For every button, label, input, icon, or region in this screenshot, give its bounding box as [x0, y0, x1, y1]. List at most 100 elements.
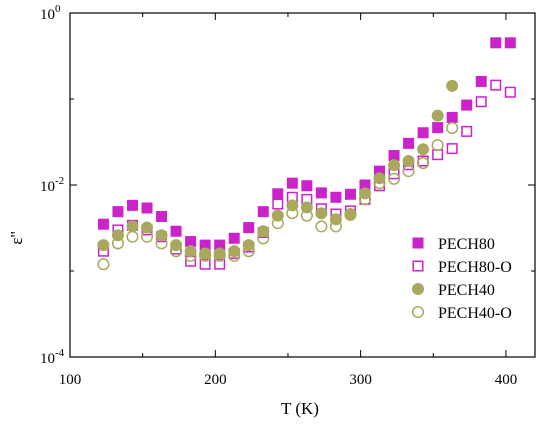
data-point: [402, 155, 415, 168]
data-points: [97, 37, 516, 271]
data-point: [461, 125, 473, 137]
data-point: [315, 187, 327, 199]
data-point: [344, 208, 357, 221]
data-point: [141, 221, 154, 234]
series-pech80: [97, 37, 516, 251]
data-point: [111, 237, 125, 250]
data-point: [272, 188, 284, 200]
data-point: [242, 245, 255, 258]
x-tick-label: 300: [349, 372, 372, 388]
y-tick-label: 10-2: [40, 175, 64, 195]
legend-marker: [412, 260, 424, 272]
data-point: [126, 199, 138, 211]
data-point: [286, 177, 298, 189]
data-point: [504, 37, 516, 49]
data-point: [504, 86, 516, 98]
data-point: [271, 217, 284, 230]
data-point: [185, 236, 197, 248]
data-point: [475, 96, 487, 108]
data-point: [387, 172, 401, 185]
data-point: [403, 137, 415, 149]
data-point: [388, 150, 400, 162]
data-point: [301, 180, 313, 192]
data-point: [329, 220, 342, 233]
data-point: [242, 239, 255, 252]
data-point: [170, 239, 183, 252]
data-point: [199, 239, 211, 251]
data-point: [431, 109, 444, 122]
data-point: [330, 191, 342, 203]
x-tick-label: 100: [59, 372, 82, 388]
data-point: [170, 225, 182, 237]
legend-label: PECH80-O: [438, 259, 512, 276]
data-point: [199, 249, 212, 262]
data-point: [374, 165, 386, 177]
legend-label: PECH40: [438, 282, 495, 299]
data-point: [97, 218, 109, 230]
data-point: [228, 232, 240, 244]
data-point: [214, 239, 226, 251]
data-point: [373, 177, 386, 190]
data-point: [126, 220, 139, 233]
data-point: [432, 122, 444, 134]
data-point: [199, 247, 212, 260]
legend-marker: [412, 283, 424, 295]
data-point: [286, 207, 299, 220]
legend-label: PECH40-O: [438, 305, 512, 322]
data-point: [446, 143, 458, 155]
data-point: [97, 239, 110, 252]
y-axis-title: ε'': [7, 231, 26, 244]
data-point: [417, 156, 430, 170]
data-point: [359, 179, 371, 191]
data-point: [156, 211, 168, 223]
data-point: [243, 222, 255, 234]
x-tick-label: 200: [204, 372, 227, 388]
y-tick-label: 100: [40, 3, 61, 23]
data-point: [417, 127, 429, 139]
data-point: [388, 159, 401, 172]
legend-marker: [412, 237, 424, 249]
series-pech40-o: [97, 121, 459, 271]
data-point: [315, 220, 328, 233]
legend-marker: [411, 305, 425, 319]
data-point: [490, 79, 502, 91]
data-point: [112, 206, 124, 218]
data-point: [228, 249, 241, 262]
y-tick-labels: 10-4 10-2 100: [40, 3, 65, 367]
data-point: [446, 79, 459, 92]
x-tick-label: 400: [495, 372, 518, 388]
x-axis-title: T (K): [281, 399, 319, 418]
data-point: [315, 207, 328, 220]
data-point: [257, 206, 269, 218]
data-point: [475, 75, 487, 87]
data-point: [446, 121, 459, 135]
y-tick-label: 10-4: [40, 347, 65, 367]
data-point: [272, 198, 284, 210]
data-point: [461, 99, 473, 111]
data-point: [446, 111, 458, 123]
data-point: [155, 237, 168, 250]
data-point: [402, 165, 415, 178]
data-point: [300, 209, 313, 222]
data-point: [213, 249, 226, 262]
data-point: [140, 230, 154, 243]
data-point: [126, 230, 139, 243]
data-point: [431, 139, 444, 152]
data-point: [344, 188, 356, 200]
data-point: [358, 187, 371, 200]
axis-ticks: [69, 12, 535, 358]
legend: PECH80 PECH80-O PECH40 PECH40-O: [411, 236, 512, 322]
legend-label: PECH80: [438, 236, 495, 253]
data-point: [432, 149, 444, 161]
data-point: [97, 258, 110, 271]
x-tick-labels: 100 200 300 400: [59, 372, 517, 388]
data-point: [358, 193, 372, 206]
data-point: [170, 245, 183, 258]
data-point: [300, 201, 313, 214]
data-point: [184, 249, 197, 262]
data-point: [257, 232, 270, 245]
data-point: [141, 202, 153, 214]
data-point: [417, 143, 430, 156]
data-point: [490, 37, 502, 49]
